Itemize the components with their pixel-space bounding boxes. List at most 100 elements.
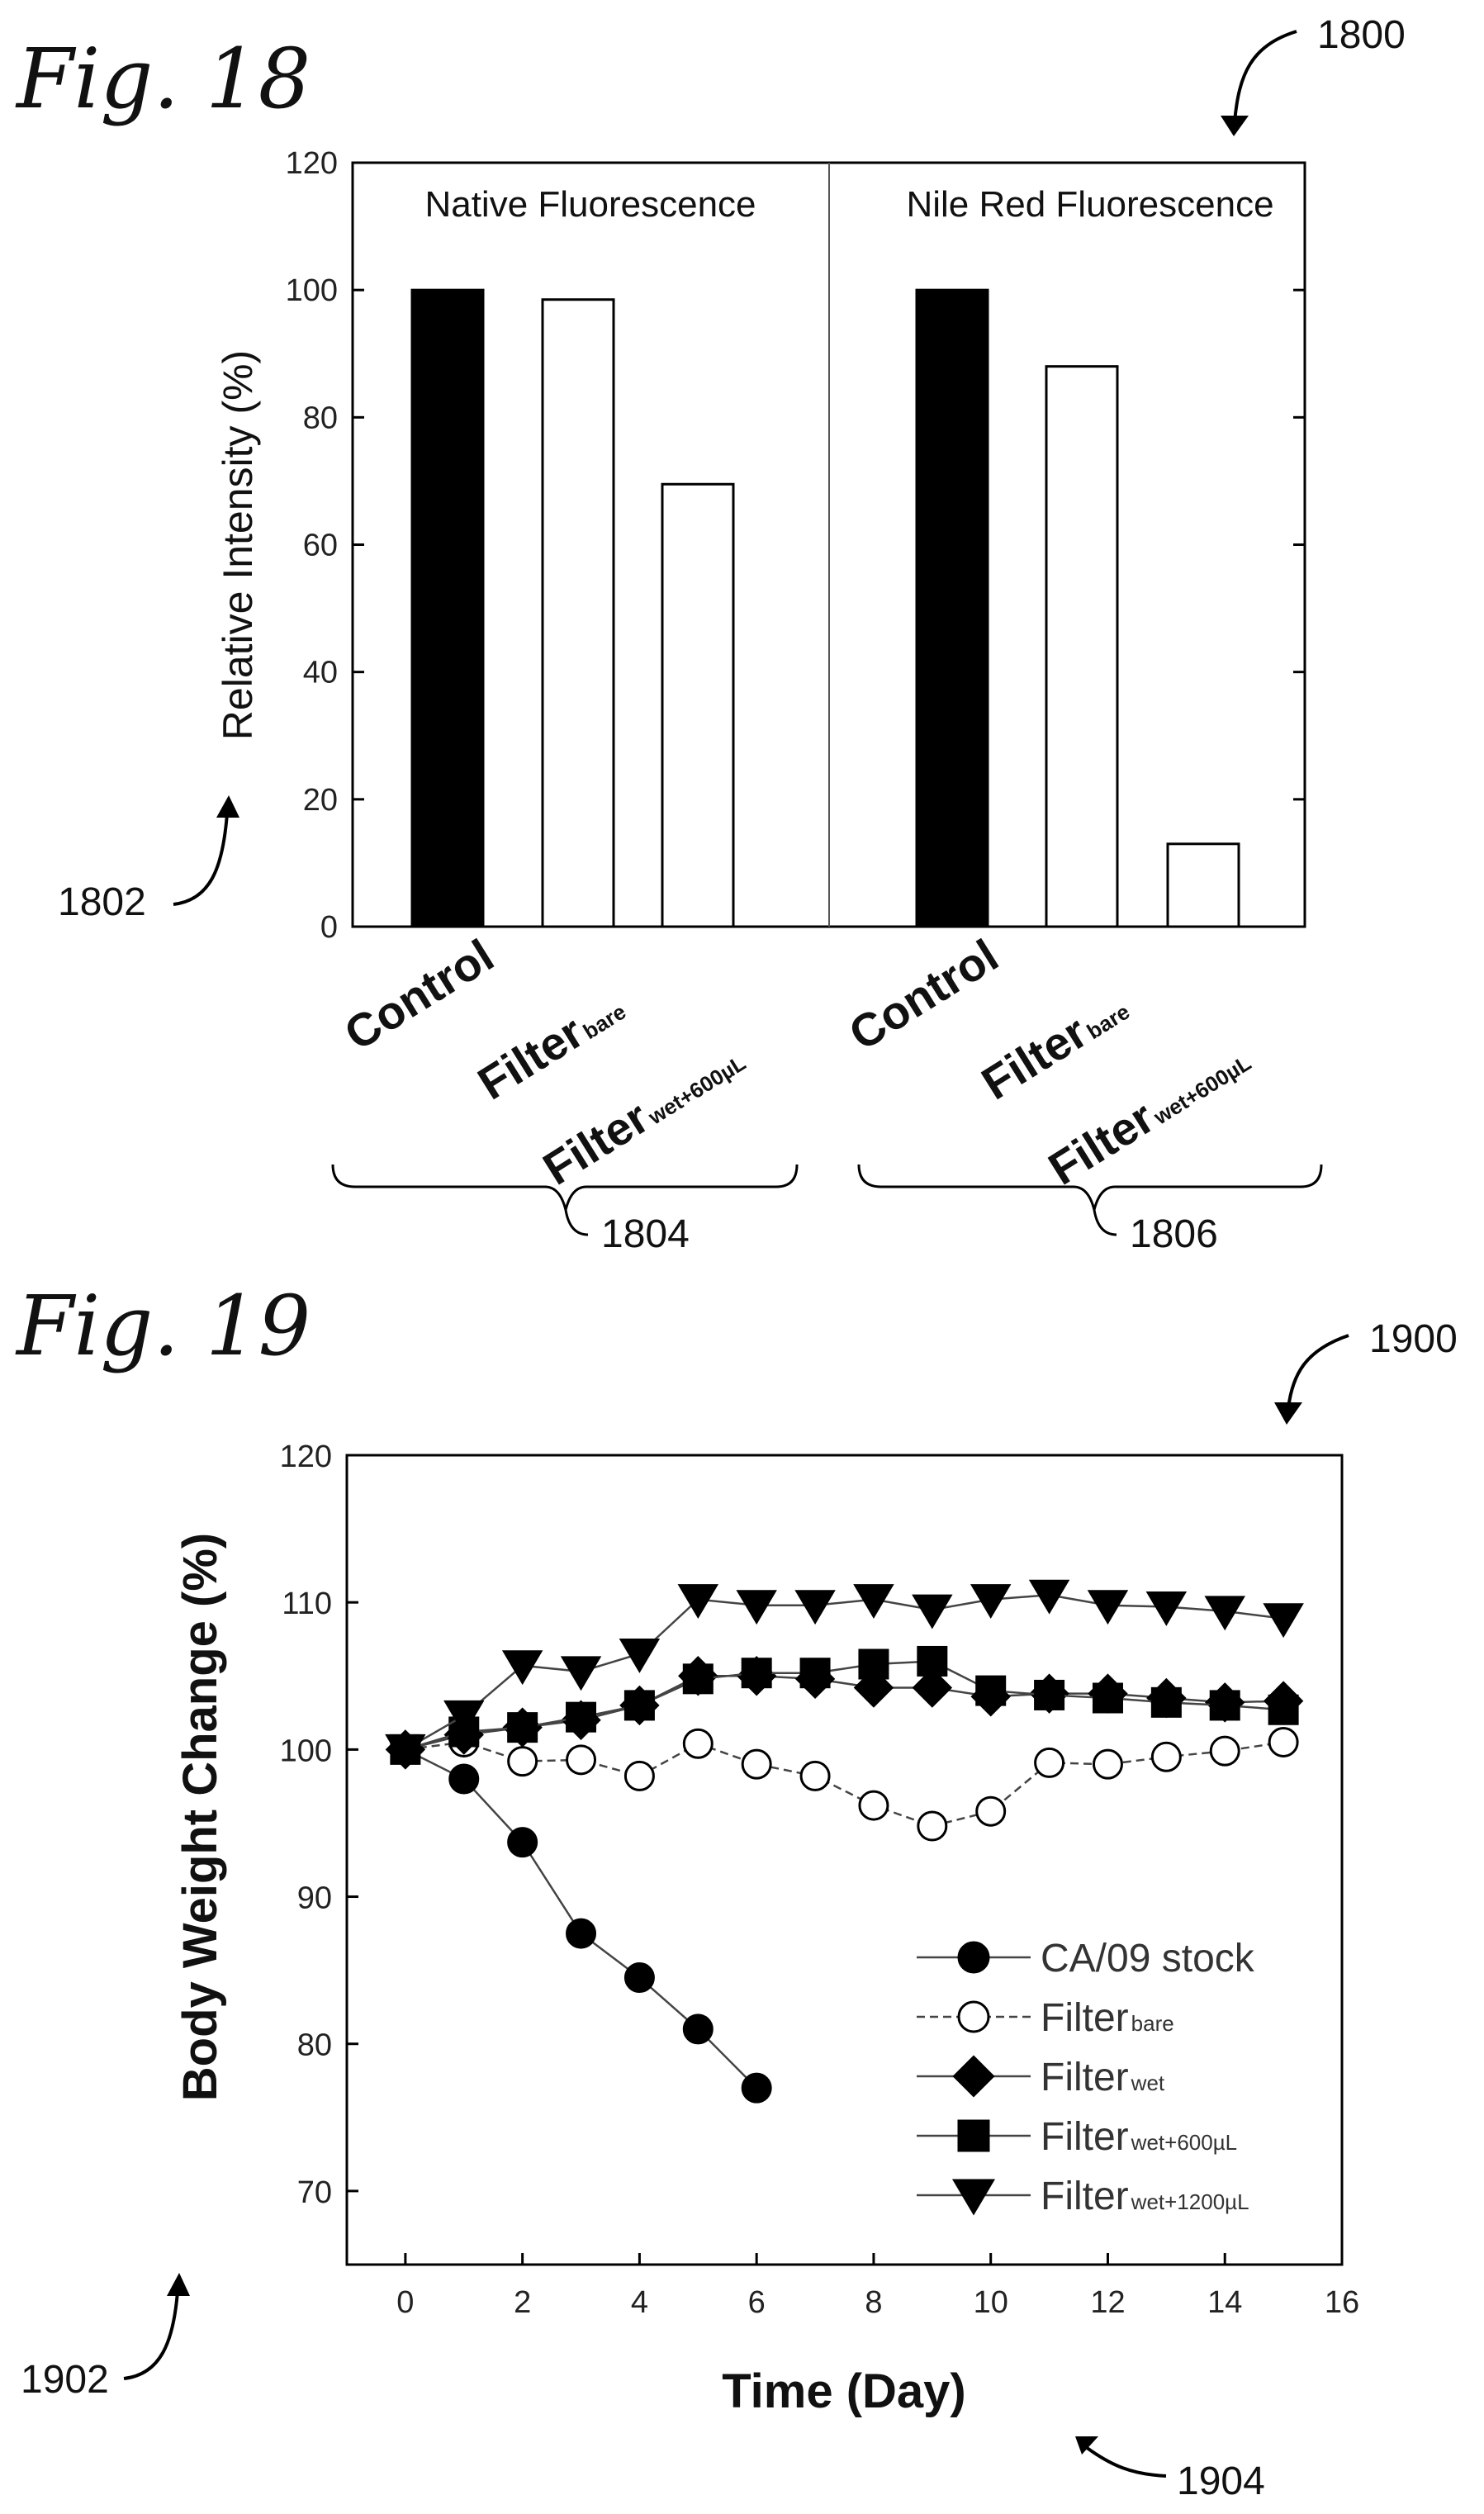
fig18-y-tick-label: 80	[303, 401, 338, 435]
fig19-legend-label: Filter bare	[1041, 1996, 1174, 2040]
fig19-data-point	[385, 1734, 426, 1769]
fig19-legend-label: CA/09 stock	[1041, 1937, 1255, 1980]
fig19-data-point	[1092, 1748, 1123, 1780]
fig18-group1-ref: 1804	[601, 1212, 690, 1256]
fig19-legend-label: Filter wet	[1041, 2056, 1165, 2099]
fig18-group1-brace-tail	[564, 1209, 589, 1236]
fig18-category-label: Control	[335, 929, 502, 1060]
fig19-data-point	[799, 1760, 831, 1791]
fig19-y-ref-arrowhead	[167, 2273, 190, 2296]
fig19-data-point	[677, 1584, 719, 1619]
fig18-group2-brace-tail	[1093, 1209, 1117, 1236]
fig19-y-tick-label: 100	[280, 1734, 332, 1768]
fig19-data-point	[1028, 1579, 1070, 1615]
fig19-data-point	[1209, 1735, 1240, 1767]
fig19-data-point	[566, 1701, 597, 1733]
fig19-data-point	[501, 1650, 543, 1686]
fig18-bar	[410, 288, 485, 928]
fig19-x-ref-leader	[1084, 2445, 1167, 2478]
fig18-bars	[410, 288, 1240, 928]
fig18-bar	[915, 288, 989, 928]
fig19-y-tick-label: 80	[297, 2028, 332, 2063]
fig19-series-4	[385, 1579, 1304, 1769]
fig19-data-point	[912, 1667, 953, 1708]
fig19-data-point	[1268, 1726, 1299, 1757]
fig19-data-point	[975, 1675, 1007, 1706]
fig19-data-point	[736, 1590, 777, 1625]
fig19-series-3	[390, 1645, 1299, 1765]
fig19-data-point	[970, 1584, 1012, 1619]
fig18-panel-title-native: Native Fluorescence	[424, 184, 756, 225]
fig19-x-tick-label: 6	[748, 2285, 766, 2320]
fig18-group2-ref: 1806	[1130, 1212, 1218, 1256]
fig19-ref-number: 1900	[1369, 1317, 1458, 1361]
fig19-series-line	[405, 1594, 1284, 1751]
fig19-plot-frame	[345, 1454, 1344, 2266]
fig19-data-point	[619, 1639, 661, 1673]
fig19-data-point	[1150, 1741, 1182, 1772]
fig19-data-point	[1034, 1747, 1065, 1778]
fig18-category-label: Filterbare	[973, 980, 1137, 1110]
fig19-series-line	[405, 1675, 1284, 1751]
fig19-series-0	[390, 1734, 772, 2104]
fig19-y-tick-label: 70	[297, 2175, 332, 2210]
fig19-x-tick-label: 16	[1325, 2285, 1359, 2320]
fig19-data-point	[623, 1690, 655, 1721]
fig19-data-point	[741, 2072, 772, 2104]
fig19-data-point	[741, 1748, 772, 1780]
fig19-x-tick-label: 4	[631, 2285, 648, 2320]
fig19-data-point	[858, 1648, 889, 1680]
fig19-legend-label: Filter wet+600µL	[1041, 2115, 1237, 2159]
fig18-category-label: Control	[840, 929, 1007, 1060]
fig18-category-labels: ControlFilterbareFilterwet+600µLControlF…	[335, 929, 1255, 1195]
fig19-data-point	[566, 1918, 597, 1949]
fig19-y-tick-label: 110	[282, 1587, 332, 1621]
fig19-data-point	[1034, 1679, 1065, 1710]
fig19-data-point	[917, 1645, 948, 1677]
fig18-y-tick-label: 120	[286, 146, 338, 181]
fig18-y-ref-arrowhead	[216, 795, 239, 818]
fig19-data-point	[1263, 1603, 1304, 1639]
fig18-panel-title-nilered: Nile Red Fluorescence	[906, 184, 1273, 225]
fig19-legend-label: Filter wet+1200µL	[1041, 2175, 1249, 2218]
fig19-data-point	[507, 1746, 538, 1777]
fig19-data-point	[975, 1795, 1007, 1827]
fig18-y-tick-label: 40	[303, 656, 338, 690]
fig19-data-point	[794, 1590, 836, 1625]
fig19-x-tick-label: 2	[514, 2285, 531, 2320]
fig19-data-point	[682, 2014, 714, 2045]
fig19-x-tick-label: 8	[865, 2285, 882, 2320]
fig18-y-tick-label: 0	[320, 910, 338, 945]
fig19-label: Fig. 19	[15, 1278, 311, 1374]
fig19-data-point	[917, 1810, 948, 1842]
fig19-data-point	[912, 1594, 953, 1629]
fig18-y-tick-label: 100	[286, 273, 338, 308]
fig19-legend: CA/09 stock Filter bare Filter wet Filter wet+…	[917, 1937, 1255, 2218]
fig18-y-axis-label: Relative Intensity (%)	[215, 350, 261, 740]
fig18-y-tick-label: 60	[303, 529, 338, 563]
fig18-ref-leader	[1233, 30, 1297, 123]
fig19-axis-ticks: 70 80 90 100 110 120 0 2 4 6 8 10 12 14 16	[280, 1440, 1360, 2320]
fig18-category-label: Filterbare	[469, 980, 633, 1110]
fig19-data-point	[1150, 1686, 1182, 1718]
fig19-data-point	[443, 1700, 485, 1735]
fig19-x-tick-label: 14	[1207, 2285, 1242, 2320]
fig18-bar	[1045, 365, 1119, 928]
fig19-data-point	[623, 1962, 655, 1994]
fig19-data-point	[1087, 1590, 1129, 1625]
figure-19: Fig. 19 1900 70 80 90 100 110 120 0 2 4 6 8 10 12 14 1…	[15, 1278, 1458, 2503]
fig19-data-point	[507, 1827, 538, 1858]
fig19-data-point	[1268, 1694, 1299, 1725]
fig19-x-tick-label: 0	[396, 2285, 414, 2320]
fig19-legend-marker	[957, 2000, 990, 2033]
fig19-data-point	[560, 1656, 602, 1691]
fig18-ref-arrowhead	[1221, 116, 1249, 136]
fig19-series-line	[405, 1741, 1284, 1828]
fig18-bar	[1166, 842, 1240, 928]
fig19-x-ref-arrowhead	[1075, 2436, 1098, 2455]
fig18-label: Fig. 18	[15, 31, 311, 127]
fig18-y-tick-label: 20	[303, 783, 338, 818]
fig19-y-ref-number: 1902	[21, 2358, 109, 2402]
fig19-legend-marker	[957, 2119, 990, 2152]
